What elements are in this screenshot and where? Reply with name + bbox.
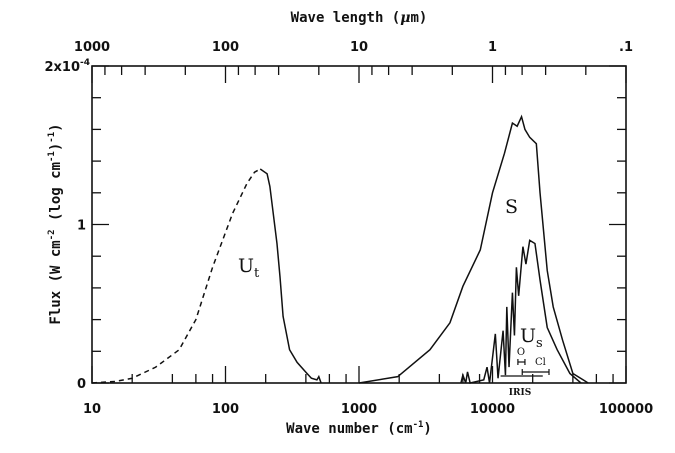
annotation-label-o: O: [517, 347, 525, 358]
x-tick-label: 1000: [341, 402, 377, 417]
plot-frame: [91, 65, 627, 384]
x-top-tick-label: 10: [350, 40, 368, 55]
x-top-tick-label: 100: [212, 40, 239, 55]
curve-ut-dashed: [91, 168, 261, 384]
annotation-label-cl: Cl: [535, 357, 546, 368]
x-top-tick-label: .1: [619, 40, 633, 55]
x-top-tick-label: 1: [488, 40, 497, 55]
curve-label-ut: Ut: [238, 255, 260, 281]
curve-s: [358, 114, 589, 384]
curve-ut-solid: [259, 168, 322, 384]
y-tick-label: 1: [77, 219, 86, 234]
x-tick-label: 100000: [599, 402, 653, 417]
curve-us: [460, 239, 582, 384]
annotation-label-iris: IRIS: [509, 388, 531, 398]
y-tick-label: 2x10-4: [44, 58, 90, 75]
y-tick-label: 0: [77, 377, 86, 392]
curve-label-us: Us: [520, 325, 543, 351]
x-top-tick-label: 1000: [74, 40, 110, 55]
x-axis-title: Wave number (cm-1): [286, 420, 432, 437]
x-tick-label: 10000: [470, 402, 515, 417]
x-top-axis-title: Wave length (μm): [291, 10, 428, 26]
y-axis-title: Flux (W cm-2 (log cm-1)-1): [47, 123, 64, 324]
curve-label-s: S: [505, 196, 518, 218]
x-tick-label: 10: [83, 402, 101, 417]
x-tick-label: 100: [212, 402, 239, 417]
